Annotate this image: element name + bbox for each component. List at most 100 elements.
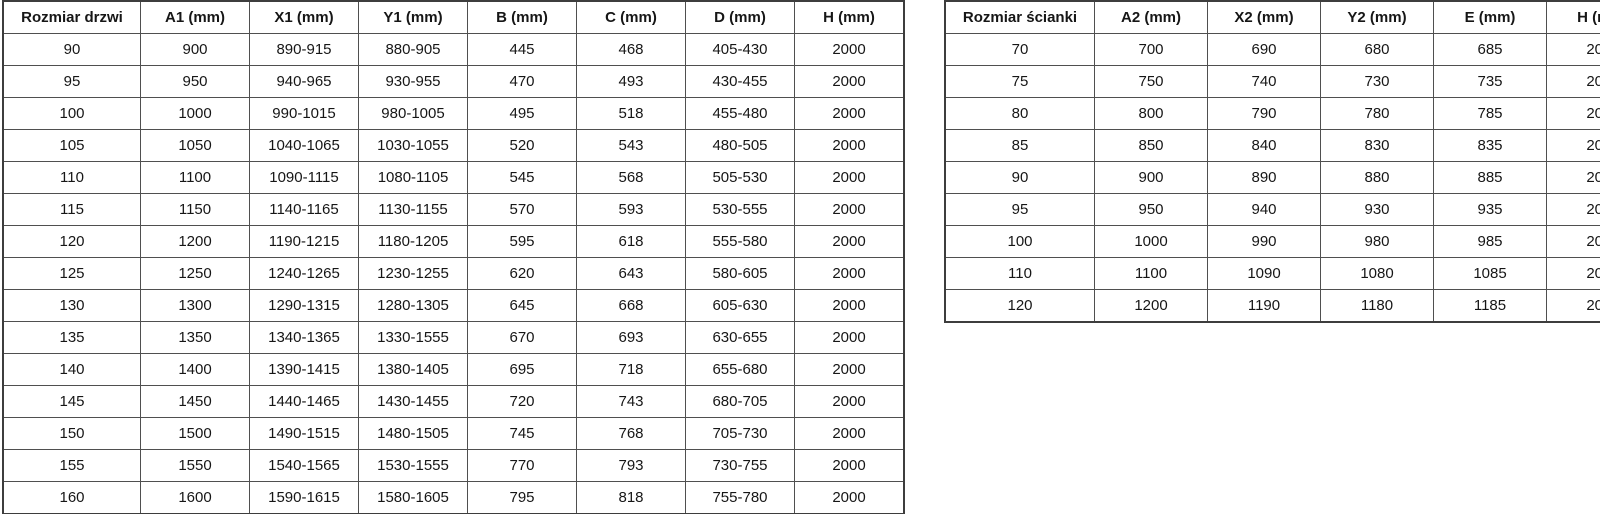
table-cell: 1280-1305	[358, 289, 468, 322]
table-cell: 1300	[140, 289, 250, 322]
table-cell: 2000	[1546, 161, 1600, 194]
table-cell: 150	[2, 417, 141, 450]
table-row: 105 1050 1040-1065 1030-1055 520 543 480-505 20…	[2, 129, 905, 162]
table-cell: 980-1005	[358, 97, 468, 130]
table-cell: 2000	[794, 33, 905, 66]
table-cell: 1190-1215	[249, 225, 359, 258]
table-cell: 90	[944, 161, 1095, 194]
table-cell: 780	[1320, 97, 1434, 130]
table-row: 160 1600 1590-1615 1580-1605 795 818 755-780 20…	[2, 481, 905, 514]
table-row: 959509409309352000	[944, 193, 1600, 226]
table-cell: 693	[576, 321, 686, 354]
table-cell: 1040-1065	[249, 129, 359, 162]
table-cell: 595	[467, 225, 577, 258]
table-row: 125 1250 1240-1265 1230-1255 620 643 580-605 20…	[2, 257, 905, 290]
table-cell: 1030-1055	[358, 129, 468, 162]
table-cell: 840	[1207, 129, 1321, 162]
table-cell: 480-505	[685, 129, 795, 162]
table-cell: 2000	[1546, 289, 1600, 323]
table-cell: 445	[467, 33, 577, 66]
table-row: 150 1500 1490-1515 1480-1505 745 768 705-730 20…	[2, 417, 905, 450]
table-cell: 690	[1207, 33, 1321, 66]
table-cell: 1500	[140, 417, 250, 450]
table-cell: 120	[2, 225, 141, 258]
table-cell: 980	[1320, 225, 1434, 258]
table-cell: 1600	[140, 481, 250, 514]
table-cell: 890	[1207, 161, 1321, 194]
table-cell: 680-705	[685, 385, 795, 418]
table-cell: 880	[1320, 161, 1434, 194]
table-cell: 1200	[140, 225, 250, 258]
table-row: 858508408308352000	[944, 129, 1600, 162]
table-cell: 900	[1094, 161, 1208, 194]
table-cell: 1050	[140, 129, 250, 162]
table-row: 95 950 940-965 930-955 470 493 430-455 2000	[2, 65, 905, 98]
table-cell: 518	[576, 97, 686, 130]
table-cell: 2000	[1546, 33, 1600, 66]
wall-size-table-body: 7070069068068520007575074073073520008080…	[944, 33, 1600, 323]
column-header: D (mm)	[685, 0, 795, 34]
wall-size-table: Rozmiar ścianki A2 (mm) X2 (mm) Y2 (mm) E (m…	[944, 0, 1600, 323]
column-header: E (mm)	[1433, 0, 1547, 34]
table-cell: 555-580	[685, 225, 795, 258]
table-cell: 90	[2, 33, 141, 66]
table-cell: 1230-1255	[358, 257, 468, 290]
table-cell: 645	[467, 289, 577, 322]
table-cell: 95	[944, 193, 1095, 226]
table-cell: 1080	[1320, 257, 1434, 290]
column-header: A1 (mm)	[140, 0, 250, 34]
table-cell: 1150	[140, 193, 250, 226]
table-cell: 695	[467, 353, 577, 386]
table-row: 135 1350 1340-1365 1330-1555 670 693 630-655 20…	[2, 321, 905, 354]
table-cell: 2000	[794, 321, 905, 354]
table-cell: 1240-1265	[249, 257, 359, 290]
table-cell: 1080-1105	[358, 161, 468, 194]
table-row: 115 1150 1140-1165 1130-1155 570 593 530-555 20…	[2, 193, 905, 226]
door-size-table-body: 90 900 890-915 880-905 445 468 405-430 2000 95 95…	[2, 33, 905, 514]
table-cell: 793	[576, 449, 686, 482]
table-row: 120 1200 1190-1215 1180-1205 595 618 555-580 20…	[2, 225, 905, 258]
table-cell: 2000	[1546, 65, 1600, 98]
table-cell: 818	[576, 481, 686, 514]
table-cell: 930-955	[358, 65, 468, 98]
door-size-table-head: Rozmiar drzwi A1 (mm) X1 (mm) Y1 (mm) B (mm)…	[2, 0, 905, 34]
table-cell: 743	[576, 385, 686, 418]
table-cell: 1130-1155	[358, 193, 468, 226]
table-cell: 80	[944, 97, 1095, 130]
table-cell: 100	[944, 225, 1095, 258]
table-cell: 543	[576, 129, 686, 162]
table-row: 155 1550 1540-1565 1530-1555 770 793 730-755 20…	[2, 449, 905, 482]
table-cell: 1090-1115	[249, 161, 359, 194]
table-cell: 830	[1320, 129, 1434, 162]
column-header: A2 (mm)	[1094, 0, 1208, 34]
table-cell: 570	[467, 193, 577, 226]
table-cell: 2000	[794, 129, 905, 162]
table-cell: 75	[944, 65, 1095, 98]
table-cell: 495	[467, 97, 577, 130]
table-cell: 115	[2, 193, 141, 226]
table-row: 11011001090108010852000	[944, 257, 1600, 290]
table-cell: 755-780	[685, 481, 795, 514]
table-cell: 155	[2, 449, 141, 482]
table-row: 140 1400 1390-1415 1380-1405 695 718 655-680 20…	[2, 353, 905, 386]
table-cell: 880-905	[358, 33, 468, 66]
table-cell: 940	[1207, 193, 1321, 226]
table-cell: 505-530	[685, 161, 795, 194]
table-cell: 730	[1320, 65, 1434, 98]
table-cell: 990	[1207, 225, 1321, 258]
column-header: C (mm)	[576, 0, 686, 34]
wall-size-table-head: Rozmiar ścianki A2 (mm) X2 (mm) Y2 (mm) E (m…	[944, 0, 1600, 34]
table-cell: 520	[467, 129, 577, 162]
table-cell: 1590-1615	[249, 481, 359, 514]
column-header: B (mm)	[467, 0, 577, 34]
table-cell: 1450	[140, 385, 250, 418]
table-cell: 770	[467, 449, 577, 482]
column-header: Rozmiar drzwi	[2, 0, 141, 34]
table-cell: 618	[576, 225, 686, 258]
table-cell: 930	[1320, 193, 1434, 226]
table-row: 90 900 890-915 880-905 445 468 405-430 2000	[2, 33, 905, 66]
table-cell: 95	[2, 65, 141, 98]
table-cell: 1400	[140, 353, 250, 386]
table-cell: 70	[944, 33, 1095, 66]
